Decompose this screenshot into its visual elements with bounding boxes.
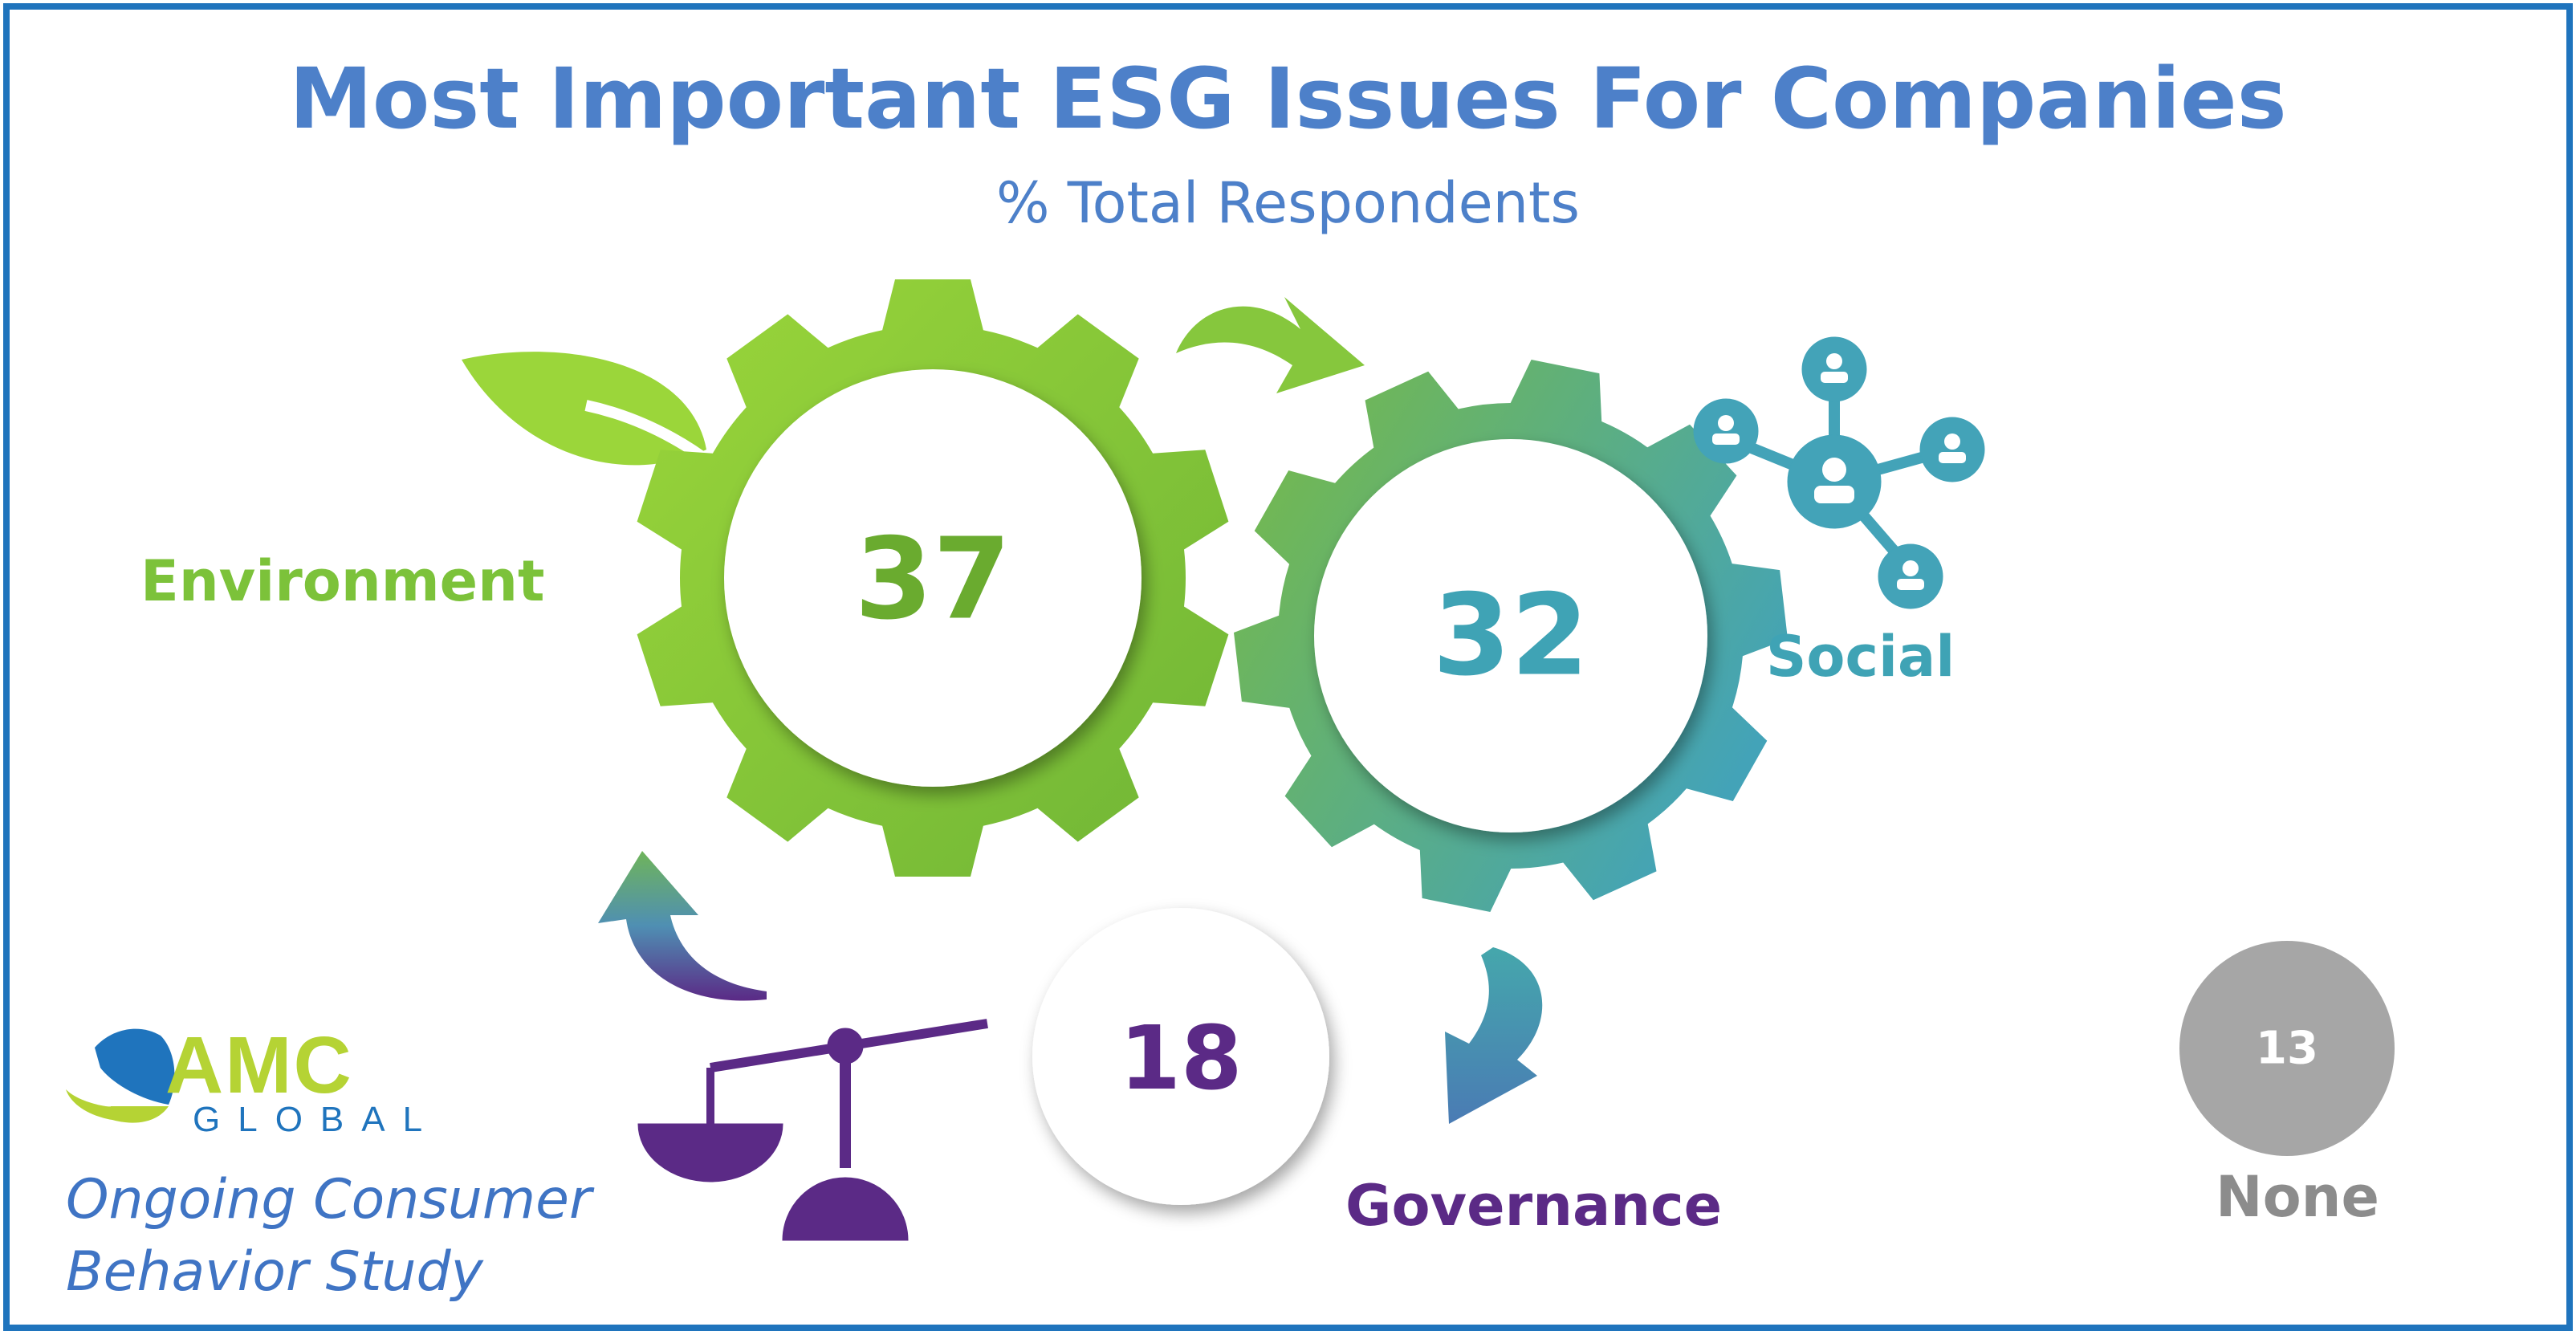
scales-icon	[637, 1019, 988, 1241]
none-label: None	[2216, 1164, 2379, 1230]
frame-border	[3, 3, 2573, 1331]
environment-label: Environment	[140, 548, 545, 614]
governance-value: 18	[1119, 1007, 1243, 1109]
social-inner-circle	[1314, 439, 1707, 832]
governance-label: Governance	[1345, 1173, 1723, 1239]
amc-logo-mark	[66, 1028, 175, 1123]
social-value: 32	[1432, 570, 1589, 702]
study-line-1: Ongoing Consumer	[66, 1168, 592, 1231]
study-line-2: Behavior Study	[66, 1240, 483, 1304]
environment-inner-circle	[724, 369, 1141, 787]
arrow-icon	[598, 851, 767, 1001]
arrow-icon	[1445, 947, 1543, 1124]
person-icons	[1712, 353, 1966, 590]
logo-secondary-text: GLOBAL	[193, 1100, 441, 1139]
page-title: Most Important ESG Issues For Companies	[289, 50, 2287, 148]
social-label: Social	[1766, 624, 1955, 690]
governance-circle	[1032, 908, 1329, 1205]
page-subtitle: % Total Respondents	[996, 170, 1580, 236]
arrow-icon	[1176, 297, 1365, 393]
none-circle	[2179, 941, 2395, 1156]
environment-value: 37	[854, 514, 1011, 645]
logo-primary-text: AMC	[165, 1020, 353, 1110]
none-value: 13	[2256, 1022, 2318, 1075]
